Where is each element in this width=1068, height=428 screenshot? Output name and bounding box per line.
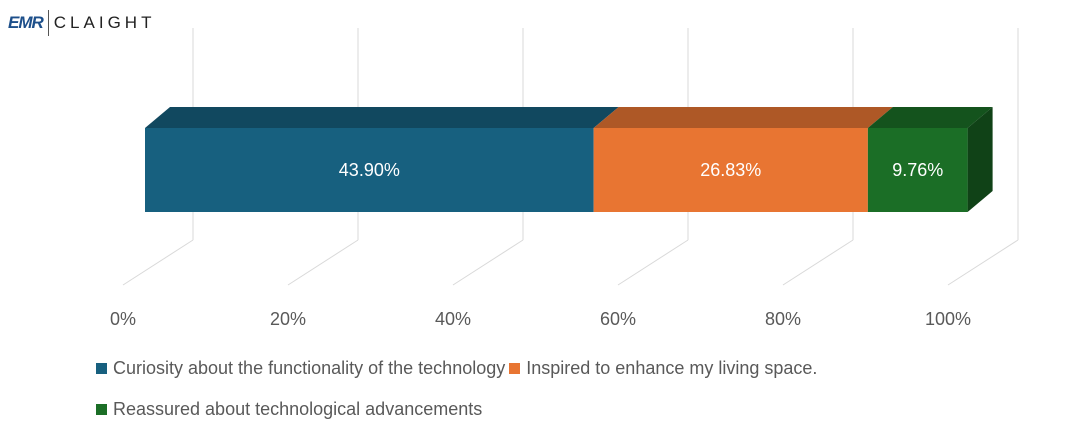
x-tick-label: 20% (270, 309, 306, 329)
bar-top-face (145, 107, 619, 128)
x-tick-label: 100% (925, 309, 971, 329)
gridline-floor (287, 239, 359, 286)
bar-segment (867, 128, 968, 212)
legend-label: Reassured about technological advancemen… (113, 399, 483, 419)
legend-row-2: Reassured about technological advancemen… (96, 399, 486, 420)
legend-item: Reassured about technological advancemen… (96, 399, 482, 420)
logo: EMR CLAIGHT (8, 10, 155, 36)
legend-item: Curiosity about the functionality of the… (96, 358, 505, 379)
gridline-floor (782, 239, 854, 286)
x-tick-label: 0% (110, 309, 136, 329)
gridline-floor (122, 239, 194, 286)
bar-top-face (593, 107, 893, 128)
data-label: 9.76% (892, 160, 943, 180)
legend-swatch (96, 404, 107, 415)
x-tick-label: 40% (435, 309, 471, 329)
gridline-floor (617, 239, 689, 286)
legend-row-1: Curiosity about the functionality of the… (96, 358, 821, 379)
x-tick-label: 60% (600, 309, 636, 329)
x-tick-label: 80% (765, 309, 801, 329)
legend-label: Inspired to enhance my living space. (526, 358, 818, 378)
legend-item: Inspired to enhance my living space. (509, 358, 817, 379)
legend-label: Curiosity about the functionality of the… (113, 358, 506, 378)
logo-brand: EMR (8, 13, 44, 32)
data-label: 43.90% (339, 160, 400, 180)
logo-divider (47, 10, 49, 36)
bar-segment (145, 128, 594, 212)
legend-swatch (509, 363, 521, 374)
gridline-floor (947, 239, 1019, 286)
bar-top-face (867, 107, 993, 128)
bar-side-face (967, 107, 993, 212)
logo-product: CLAIGHT (53, 13, 156, 32)
gridline-floor (452, 239, 524, 286)
legend-swatch (96, 363, 107, 374)
bar-segment (593, 128, 868, 212)
data-label: 26.83% (700, 160, 761, 180)
